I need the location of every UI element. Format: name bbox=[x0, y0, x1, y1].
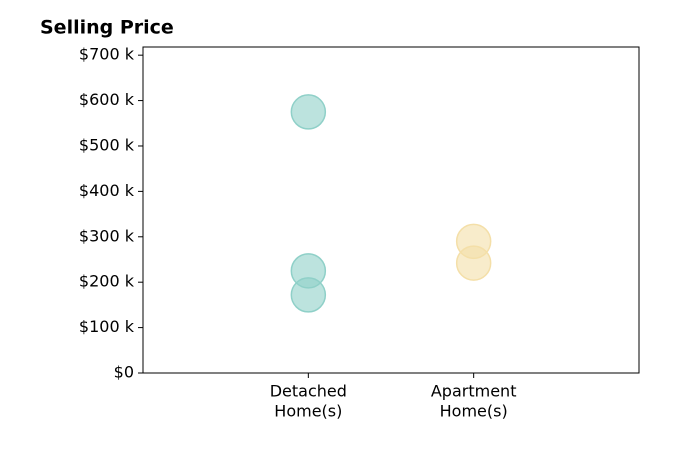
y-tick-label: $300 k bbox=[79, 226, 135, 245]
y-tick-label: $700 k bbox=[79, 45, 135, 64]
chart-title: Selling Price bbox=[40, 17, 174, 39]
plot-frame bbox=[142, 46, 640, 374]
x-tick-label: Detached bbox=[270, 382, 347, 401]
x-tick-label: Apartment bbox=[431, 382, 517, 401]
y-tick-label: $600 k bbox=[79, 90, 135, 109]
y-tick-label: $500 k bbox=[79, 135, 135, 154]
y-tick-label: $200 k bbox=[79, 272, 135, 291]
x-tick-label: Home(s) bbox=[274, 402, 342, 421]
point bbox=[290, 94, 327, 130]
y-tick-label: $0 bbox=[114, 363, 134, 382]
x-tick-label: Home(s) bbox=[440, 402, 508, 421]
point bbox=[455, 245, 492, 281]
y-tick-label: $400 k bbox=[79, 181, 135, 200]
point bbox=[290, 277, 327, 313]
y-tick-label: $100 k bbox=[79, 317, 135, 336]
